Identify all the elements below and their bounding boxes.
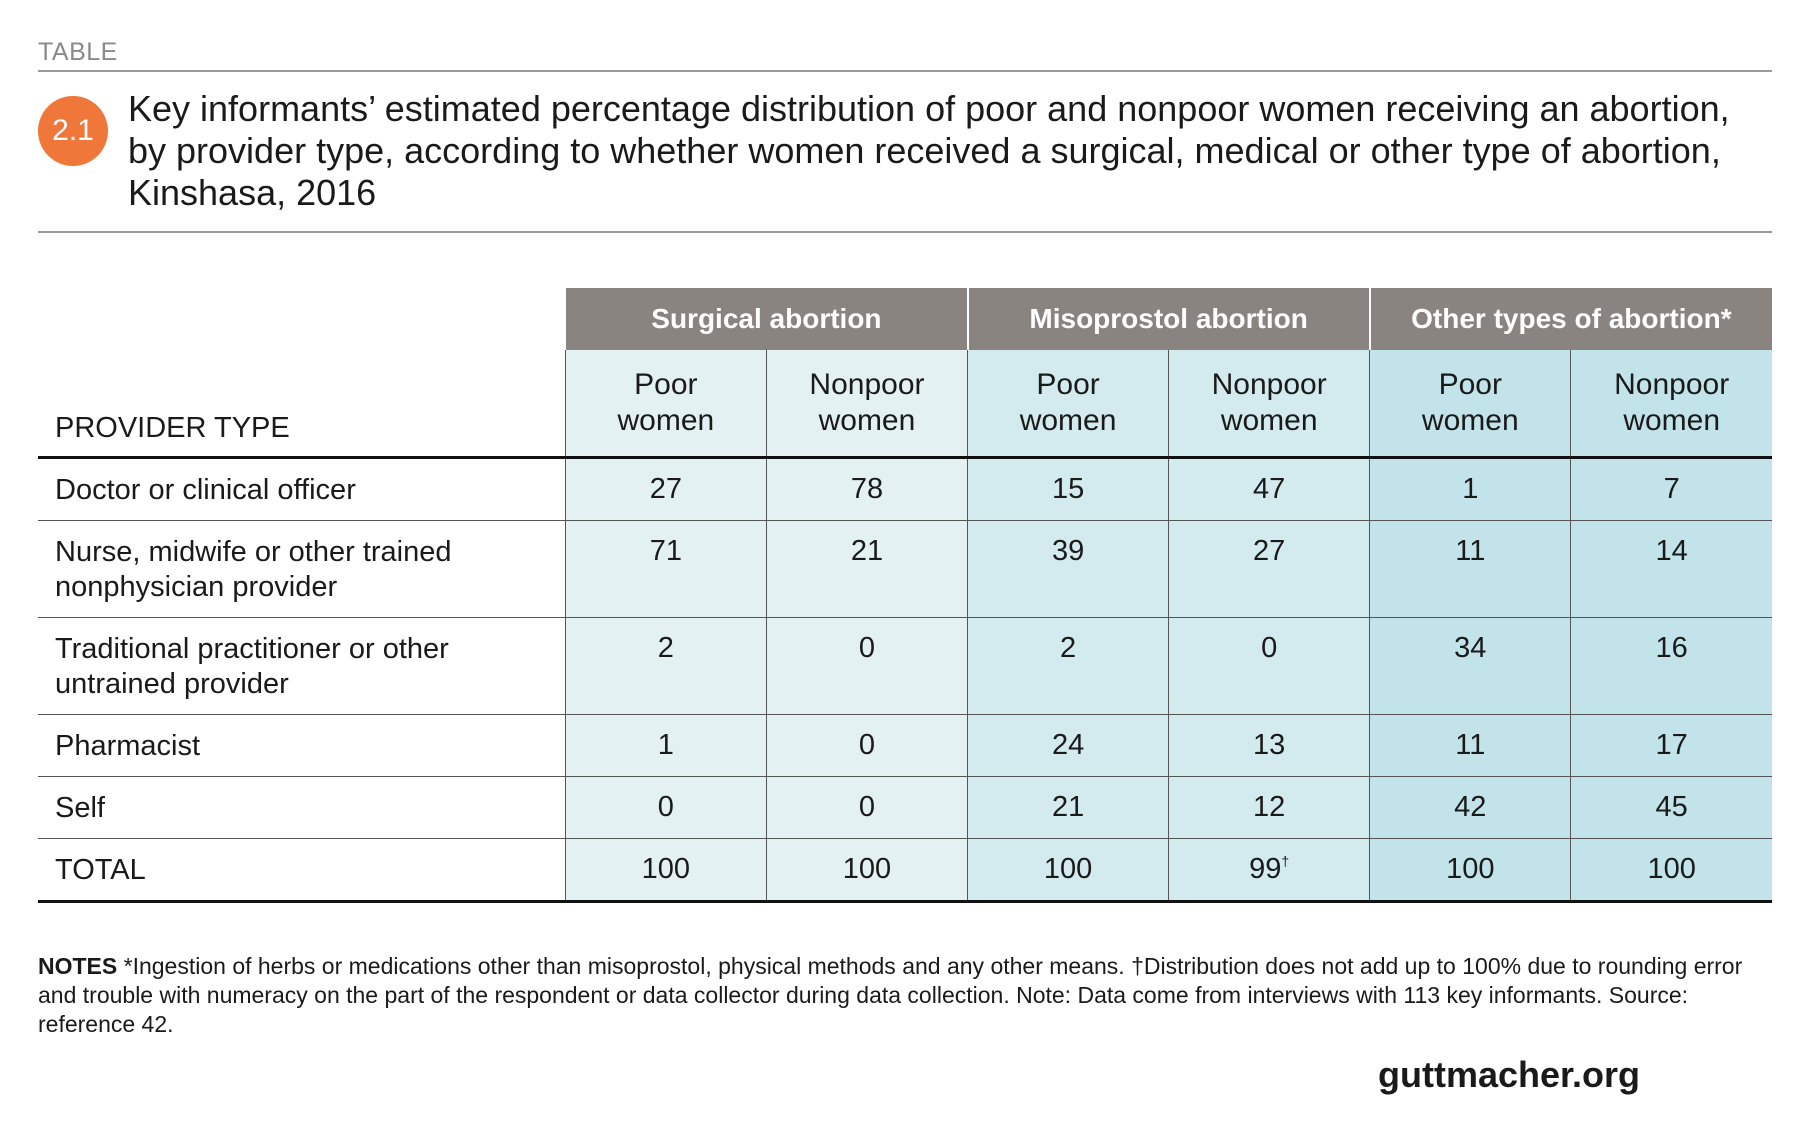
table-cell: 21	[967, 776, 1169, 839]
table-cell: 34	[1369, 617, 1571, 715]
table-cell: 0	[765, 617, 968, 715]
row-label: Doctor or clinical officer	[38, 457, 566, 521]
table-number-badge: 2.1	[38, 96, 108, 166]
table-cell: 100	[967, 838, 1169, 903]
table-cell: 0	[1168, 617, 1370, 715]
table-cell: 0	[765, 714, 968, 777]
subheader-cell: Poor women	[564, 350, 767, 459]
table-cell: 16	[1570, 617, 1772, 715]
table-cell: 78	[765, 457, 968, 521]
row-label: Self	[38, 776, 566, 839]
subheader-row: PROVIDER TYPE Poor women Nonpoor women Poo…	[38, 350, 1772, 459]
table-cell: 0	[564, 776, 767, 839]
group-header-blank	[38, 288, 566, 350]
table-row: Nurse, midwife or other trained nonphysi…	[38, 520, 1772, 618]
row-label: Traditional practitioner or other untrai…	[38, 617, 566, 715]
row-label: TOTAL	[38, 838, 566, 903]
row-label: Pharmacist	[38, 714, 566, 777]
table-cell: 14	[1570, 520, 1772, 618]
table-row: Pharmacist 1 0 24 13 11 17	[38, 714, 1772, 777]
table-cell: 27	[564, 457, 767, 521]
table-cell: 17	[1570, 714, 1772, 777]
provider-type-header: PROVIDER TYPE	[38, 350, 566, 459]
brand-url: guttmacher.org	[1378, 1054, 1641, 1095]
group-header-other: Other types of abortion*	[1368, 288, 1772, 350]
table-cell: 13	[1168, 714, 1370, 777]
table-cell: 11	[1369, 520, 1571, 618]
table-cell: 1	[564, 714, 767, 777]
table-cell: 0	[765, 776, 968, 839]
table-cell: 39	[967, 520, 1169, 618]
table-cell: 12	[1168, 776, 1370, 839]
table-cell: 15	[967, 457, 1169, 521]
row-label: Nurse, midwife or other trained nonphysi…	[38, 520, 566, 618]
table-cell: 100	[765, 838, 968, 903]
table-cell-with-footnote: 99†	[1168, 838, 1370, 903]
table-cell: 45	[1570, 776, 1772, 839]
group-header-surgical: Surgical abortion	[564, 288, 968, 350]
notes-label: NOTES	[38, 953, 118, 979]
footnote-mark: †	[1281, 853, 1290, 869]
notes-text: *Ingestion of herbs or medications other…	[38, 953, 1743, 1037]
table-row: Traditional practitioner or other untrai…	[38, 617, 1772, 715]
top-divider	[38, 70, 1772, 72]
subheader-cell: Nonpoor women	[1570, 350, 1772, 459]
title-divider	[38, 231, 1772, 233]
data-table: Surgical abortion Misoprostol abortion O…	[38, 288, 1772, 903]
subheader-cell: Nonpoor women	[765, 350, 968, 459]
table-cell: 1	[1369, 457, 1571, 521]
table-cell: 100	[1570, 838, 1772, 903]
table-cell: 42	[1369, 776, 1571, 839]
table-row: Doctor or clinical officer 27 78 15 47 1…	[38, 457, 1772, 521]
group-header-row: Surgical abortion Misoprostol abortion O…	[38, 288, 1772, 350]
total-row: TOTAL 100 100 100 99† 100 100	[38, 838, 1772, 903]
table-cell: 71	[564, 520, 767, 618]
table-cell: 2	[967, 617, 1169, 715]
table-cell: 24	[967, 714, 1169, 777]
group-header-misoprostol: Misoprostol abortion	[966, 288, 1370, 350]
table-title: Key informants’ estimated percentage dis…	[128, 88, 1730, 213]
subheader-cell: Poor women	[1369, 350, 1571, 459]
table-row: Self 0 0 21 12 42 45	[38, 776, 1772, 839]
table-notes: NOTES *Ingestion of herbs or medications…	[38, 952, 1778, 1039]
table-cell: 2	[564, 617, 767, 715]
subheader-cell: Poor women	[967, 350, 1169, 459]
table-cell: 27	[1168, 520, 1370, 618]
table-cell: 100	[1369, 838, 1571, 903]
table-cell: 100	[564, 838, 767, 903]
subheader-cell: Nonpoor women	[1168, 350, 1370, 459]
table-cell: 47	[1168, 457, 1370, 521]
section-label: TABLE	[38, 38, 118, 66]
table-cell: 7	[1570, 457, 1772, 521]
table-cell: 21	[765, 520, 968, 618]
cell-value: 99	[1249, 853, 1282, 885]
table-cell: 11	[1369, 714, 1571, 777]
